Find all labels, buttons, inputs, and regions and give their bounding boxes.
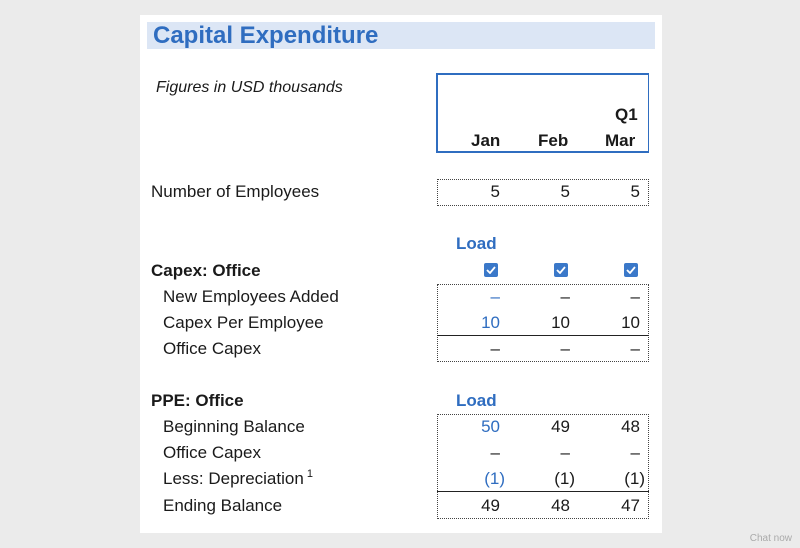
depreciation-row-label: Less: Depreciation 1 xyxy=(163,468,313,492)
ppe-office-section-label: PPE: Office xyxy=(151,391,244,410)
capex-load-checkbox-mar[interactable] xyxy=(624,263,638,277)
depreciation-jan[interactable]: (1) xyxy=(484,469,505,488)
ppe-office-capex-feb[interactable]: – xyxy=(560,443,570,462)
month-feb: Feb xyxy=(538,131,569,150)
ppe-row-label: Office Capex xyxy=(163,443,261,462)
ending-balance-feb[interactable]: 48 xyxy=(551,496,570,515)
office-capex-feb[interactable]: – xyxy=(560,339,570,358)
new-employees-mar[interactable]: – xyxy=(630,287,640,306)
depreciation-feb[interactable]: (1) xyxy=(554,469,575,488)
ppe-load-label: Load xyxy=(456,391,497,410)
month-mar: Mar xyxy=(605,131,636,150)
capex-per-employee-jan[interactable]: 10 xyxy=(481,313,500,332)
quarter-label: Q1 xyxy=(615,105,638,124)
ppe-office-capex-mar[interactable]: – xyxy=(630,443,640,462)
employees-jan[interactable]: 5 xyxy=(490,182,500,201)
employees-label: Number of Employees xyxy=(151,182,320,201)
period-header-box xyxy=(436,73,649,153)
month-jan: Jan xyxy=(471,131,501,150)
capex-load-label: Load xyxy=(456,234,497,253)
office-capex-jan[interactable]: – xyxy=(490,339,500,358)
page-title: Capital Expenditure xyxy=(153,22,379,49)
checkmark-icon xyxy=(626,266,636,274)
ppe-total-line xyxy=(437,491,649,492)
units-subtitle: Figures in USD thousands xyxy=(156,79,343,96)
watermark: Chat now xyxy=(749,533,792,544)
beginning-balance-mar[interactable]: 48 xyxy=(621,417,640,436)
employees-input-box xyxy=(437,179,649,206)
capex-load-checkbox-feb[interactable] xyxy=(554,263,568,277)
employees-feb[interactable]: 5 xyxy=(560,182,570,201)
capex-per-employee-feb[interactable]: 10 xyxy=(551,313,570,332)
title-bar: Capital Expenditure xyxy=(147,22,655,49)
capex-office-section-label: Capex: Office xyxy=(151,261,261,280)
capex-office-box xyxy=(437,284,649,362)
new-employees-jan[interactable]: – xyxy=(490,287,500,306)
office-capex-mar[interactable]: – xyxy=(630,339,640,358)
beginning-balance-feb[interactable]: 49 xyxy=(551,417,570,436)
footnote-marker: 1 xyxy=(306,468,313,480)
depreciation-mar[interactable]: (1) xyxy=(624,469,645,488)
spreadsheet-sheet: Capital Expenditure Figures in USD thous… xyxy=(140,15,662,533)
ppe-row-label: Beginning Balance xyxy=(163,417,305,436)
ending-balance-mar[interactable]: 47 xyxy=(621,496,640,515)
beginning-balance-jan[interactable]: 50 xyxy=(481,417,500,436)
ppe-office-capex-jan[interactable]: – xyxy=(490,443,500,462)
employees-mar[interactable]: 5 xyxy=(630,182,640,201)
capex-row-label: Capex Per Employee xyxy=(163,313,324,332)
ending-balance-jan[interactable]: 49 xyxy=(481,496,500,515)
capex-per-employee-mar[interactable]: 10 xyxy=(621,313,640,332)
capex-load-checkbox-jan[interactable] xyxy=(484,263,498,277)
capex-total-line xyxy=(437,335,649,336)
checkmark-icon xyxy=(486,266,496,274)
capex-row-label: Office Capex xyxy=(163,339,261,358)
ppe-row-label: Less: Depreciation xyxy=(163,469,304,488)
capex-row-label: New Employees Added xyxy=(163,287,339,306)
checkmark-icon xyxy=(556,266,566,274)
ppe-office-box xyxy=(437,414,649,519)
new-employees-feb[interactable]: – xyxy=(560,287,570,306)
ppe-row-label: Ending Balance xyxy=(163,496,283,515)
